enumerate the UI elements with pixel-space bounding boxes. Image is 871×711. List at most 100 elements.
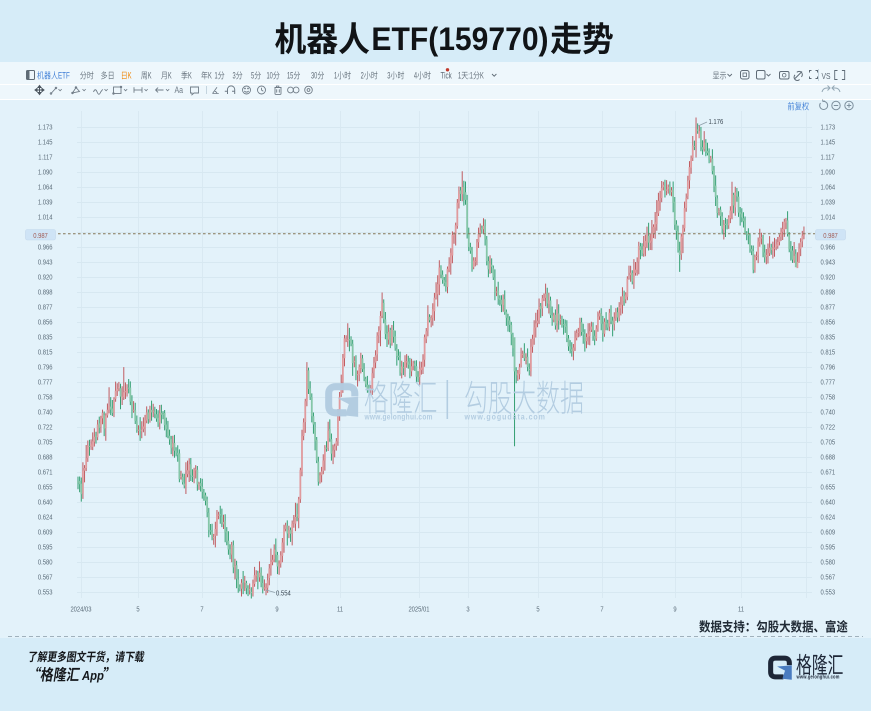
svg-text:K: K	[188, 70, 192, 81]
svg-text:Aa: Aa	[175, 85, 184, 95]
svg-text:2024/03: 2024/03	[70, 606, 91, 614]
svg-text:1.173: 1.173	[821, 124, 836, 132]
svg-text:0.624: 0.624	[821, 514, 836, 522]
svg-text:1.145: 1.145	[821, 139, 836, 147]
svg-text:2025/01: 2025/01	[408, 606, 429, 614]
svg-text:0.688: 0.688	[38, 454, 53, 462]
svg-text:0.655: 0.655	[821, 484, 836, 492]
svg-text:0.740: 0.740	[821, 409, 836, 417]
svg-text:K: K	[208, 70, 212, 81]
svg-text:0.987: 0.987	[33, 232, 48, 240]
svg-text:0.777: 0.777	[821, 379, 836, 387]
svg-text:1.014: 1.014	[821, 214, 836, 222]
svg-text:0.688: 0.688	[821, 454, 836, 462]
svg-text:1.064: 1.064	[821, 184, 836, 192]
svg-text:0.609: 0.609	[821, 529, 836, 537]
svg-text:www.gelonghui.com: www.gelonghui.com	[796, 674, 840, 679]
svg-text:K: K	[128, 70, 132, 81]
svg-text:0.705: 0.705	[821, 439, 836, 447]
svg-text:0.856: 0.856	[38, 319, 53, 327]
svg-text:1.176: 1.176	[709, 118, 724, 126]
svg-text:0.655: 0.655	[38, 484, 53, 492]
svg-text:0.705: 0.705	[38, 439, 53, 447]
svg-text:0.877: 0.877	[821, 304, 836, 312]
svg-text:www.gelonghui.com: www.gelonghui.com	[364, 412, 433, 422]
svg-text:30: 30	[311, 70, 317, 81]
svg-text:2: 2	[361, 70, 364, 81]
svg-text:App: App	[81, 668, 104, 683]
svg-text:0.595: 0.595	[38, 544, 53, 552]
svg-text:1: 1	[215, 70, 218, 81]
svg-text:0.920: 0.920	[38, 274, 53, 282]
svg-text:0.609: 0.609	[38, 529, 53, 537]
svg-text:0.567: 0.567	[821, 574, 836, 582]
svg-text:0.943: 0.943	[821, 259, 836, 267]
svg-text:0.722: 0.722	[821, 424, 836, 432]
svg-text:0.966: 0.966	[821, 244, 836, 252]
svg-text:0.898: 0.898	[38, 289, 53, 297]
svg-text:0.567: 0.567	[38, 574, 53, 582]
svg-text:9: 9	[275, 606, 279, 614]
svg-text:0.898: 0.898	[821, 289, 836, 297]
svg-text:0.815: 0.815	[38, 349, 53, 357]
svg-text:0.758: 0.758	[821, 394, 836, 402]
svg-text:K: K	[148, 70, 152, 81]
svg-text:0.740: 0.740	[38, 409, 53, 417]
svg-text:0.580: 0.580	[821, 559, 836, 567]
svg-text:0.777: 0.777	[38, 379, 53, 387]
svg-text:ETF: ETF	[58, 70, 70, 81]
svg-text:0.943: 0.943	[38, 259, 53, 267]
svg-text:5: 5	[136, 606, 140, 614]
svg-text:10: 10	[267, 70, 273, 81]
svg-text:www.gogudata.com: www.gogudata.com	[464, 412, 546, 422]
svg-text:0.835: 0.835	[821, 334, 836, 342]
svg-text:1.039: 1.039	[38, 199, 53, 207]
svg-text:0.595: 0.595	[821, 544, 836, 552]
svg-text:7: 7	[200, 606, 204, 614]
svg-text:0.640: 0.640	[821, 499, 836, 507]
svg-text:5: 5	[536, 606, 540, 614]
svg-text:0.553: 0.553	[821, 589, 836, 597]
svg-text:0.856: 0.856	[821, 319, 836, 327]
svg-text:0.671: 0.671	[38, 469, 53, 477]
svg-text:11: 11	[337, 606, 343, 614]
svg-text:1.039: 1.039	[821, 199, 836, 207]
svg-text:11: 11	[738, 606, 744, 614]
svg-text:VS: VS	[822, 71, 831, 81]
svg-text:1.064: 1.064	[38, 184, 53, 192]
svg-text:0.796: 0.796	[38, 364, 53, 372]
svg-text:0.920: 0.920	[821, 274, 836, 282]
svg-text:0.966: 0.966	[38, 244, 53, 252]
svg-text:0.722: 0.722	[38, 424, 53, 432]
svg-text:0.796: 0.796	[821, 364, 836, 372]
svg-text:1.173: 1.173	[38, 124, 53, 132]
svg-text:0.758: 0.758	[38, 394, 53, 402]
svg-text:K: K	[168, 70, 172, 81]
svg-text:K: K	[480, 70, 484, 81]
svg-text:1.090: 1.090	[821, 169, 836, 177]
svg-text:1.090: 1.090	[38, 169, 53, 177]
svg-text:0.640: 0.640	[38, 499, 53, 507]
svg-text:9: 9	[673, 606, 677, 614]
svg-text:1.117: 1.117	[821, 154, 835, 162]
svg-text:1.014: 1.014	[38, 214, 53, 222]
svg-text:0.877: 0.877	[38, 304, 53, 312]
svg-text:0.671: 0.671	[821, 469, 836, 477]
svg-text:5: 5	[251, 70, 254, 81]
svg-text:1: 1	[334, 70, 337, 81]
svg-text:3: 3	[466, 606, 470, 614]
svg-text::1: :1	[468, 70, 473, 81]
svg-text:1: 1	[458, 70, 461, 81]
svg-text:0.554: 0.554	[276, 590, 291, 598]
svg-text:0.624: 0.624	[38, 514, 53, 522]
svg-text:ETF(159770): ETF(159770)	[371, 21, 548, 57]
svg-text:0.815: 0.815	[821, 349, 836, 357]
svg-text:4: 4	[414, 70, 418, 81]
svg-text:3: 3	[387, 70, 390, 81]
svg-text:0.835: 0.835	[38, 334, 53, 342]
svg-text:1.145: 1.145	[38, 139, 53, 147]
svg-text:1.117: 1.117	[38, 154, 52, 162]
svg-text:0.580: 0.580	[38, 559, 53, 567]
svg-text:Tick: Tick	[441, 70, 452, 80]
svg-text:0.987: 0.987	[823, 232, 838, 240]
